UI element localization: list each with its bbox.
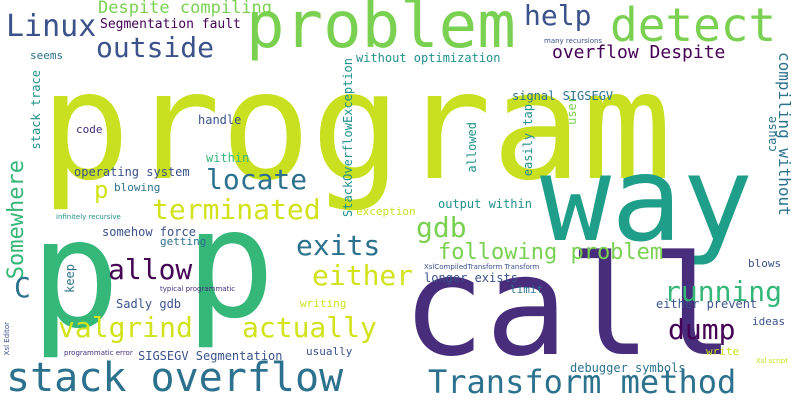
word-outside: outside <box>96 31 215 64</box>
word-despite-compiling: Despite compiling <box>98 0 272 18</box>
word-ideas: ideas <box>752 315 786 328</box>
word-transform-method: Transform method <box>428 363 737 400</box>
word-running: running <box>664 275 783 308</box>
word-allowed: allowed <box>465 122 479 173</box>
word-gdb: gdb <box>416 211 467 244</box>
word-overflow-despite: overflow Despite <box>552 42 726 63</box>
word-output-within: output within <box>438 197 532 211</box>
word-many-recursions: many recursions <box>544 37 603 45</box>
word-typical-programmatic: typical programmatic <box>160 285 236 293</box>
word-c: C <box>14 271 31 304</box>
word-blows: blows <box>748 257 782 270</box>
word-actually: actually <box>242 311 377 344</box>
word-p-large-2: p <box>185 178 276 352</box>
word-without-optimization: without optimization <box>356 51 501 65</box>
word-sadly-gdb: Sadly gdb <box>116 297 182 311</box>
word-somewhere: Somewhere <box>4 160 29 280</box>
word-detect: detect <box>610 0 777 52</box>
word-call: call <box>402 226 735 387</box>
word-valgrind: valgrind <box>58 311 193 344</box>
word-p-large-1: p <box>30 188 121 362</box>
word-seems: seems <box>30 49 64 62</box>
word-stackoverflowexception: StackOverflowException <box>341 58 355 217</box>
word-limit: limit <box>510 283 544 296</box>
word-following-problem: following problem <box>438 240 664 265</box>
word-keep: keep <box>63 264 77 293</box>
word-infinitely-recursive: infinitely recursive <box>56 213 121 221</box>
word-either-prevent: either prevent <box>656 297 758 311</box>
word-writing: writing <box>300 297 347 310</box>
word-usually: usually <box>306 345 353 358</box>
word-stack-trace: stack trace <box>29 70 43 150</box>
word-xslcompiledtransform: XslCompiledTransform Transform <box>424 263 540 271</box>
word-cause: cause <box>765 116 779 153</box>
word-xsl-editor: Xsl Editor <box>3 322 11 356</box>
word-exception: exception <box>356 205 416 218</box>
word-exits: exits <box>296 229 381 262</box>
word-operating-system: operating system <box>74 165 190 179</box>
word-way: way <box>540 130 754 268</box>
word-stack-overflow: stack overflow <box>6 355 344 400</box>
word-programmatic-error: programmatic error <box>64 349 133 357</box>
word-segmentation-fault: Segmentation fault <box>100 17 241 32</box>
word-code: code <box>76 123 103 136</box>
word-sigsegv-segmentation: SIGSEGV Segmentation <box>138 349 283 363</box>
word-xsl-script: Xsl script <box>756 357 789 365</box>
word-somehow-force: somehow force <box>102 225 196 239</box>
word-handle: handle <box>198 113 242 127</box>
word-either: either <box>312 259 414 292</box>
word-signal-sigsegv: signal SIGSEGV <box>512 89 614 103</box>
word-allow: allow <box>108 253 193 286</box>
word-blowing: blowing <box>114 181 161 194</box>
word-write: write <box>706 345 740 358</box>
word-debugger-symbols: debugger symbols <box>570 361 686 375</box>
word-p-small: p <box>94 176 109 204</box>
word-locate: locate <box>206 163 308 196</box>
word-program: program <box>40 40 673 214</box>
word-longer-exists: longer exists <box>424 271 518 285</box>
word-dump: dump <box>668 313 736 346</box>
word-getting: getting <box>160 235 207 248</box>
word-problem: problem <box>246 0 516 63</box>
word-linux: Linux <box>6 9 97 44</box>
word-easily-tap: easily tap <box>521 104 535 177</box>
word-help: help <box>524 0 592 32</box>
word-compiling-without: compiling without <box>775 52 794 216</box>
word-terminated: terminated <box>152 193 321 226</box>
word-within: within <box>206 151 250 165</box>
